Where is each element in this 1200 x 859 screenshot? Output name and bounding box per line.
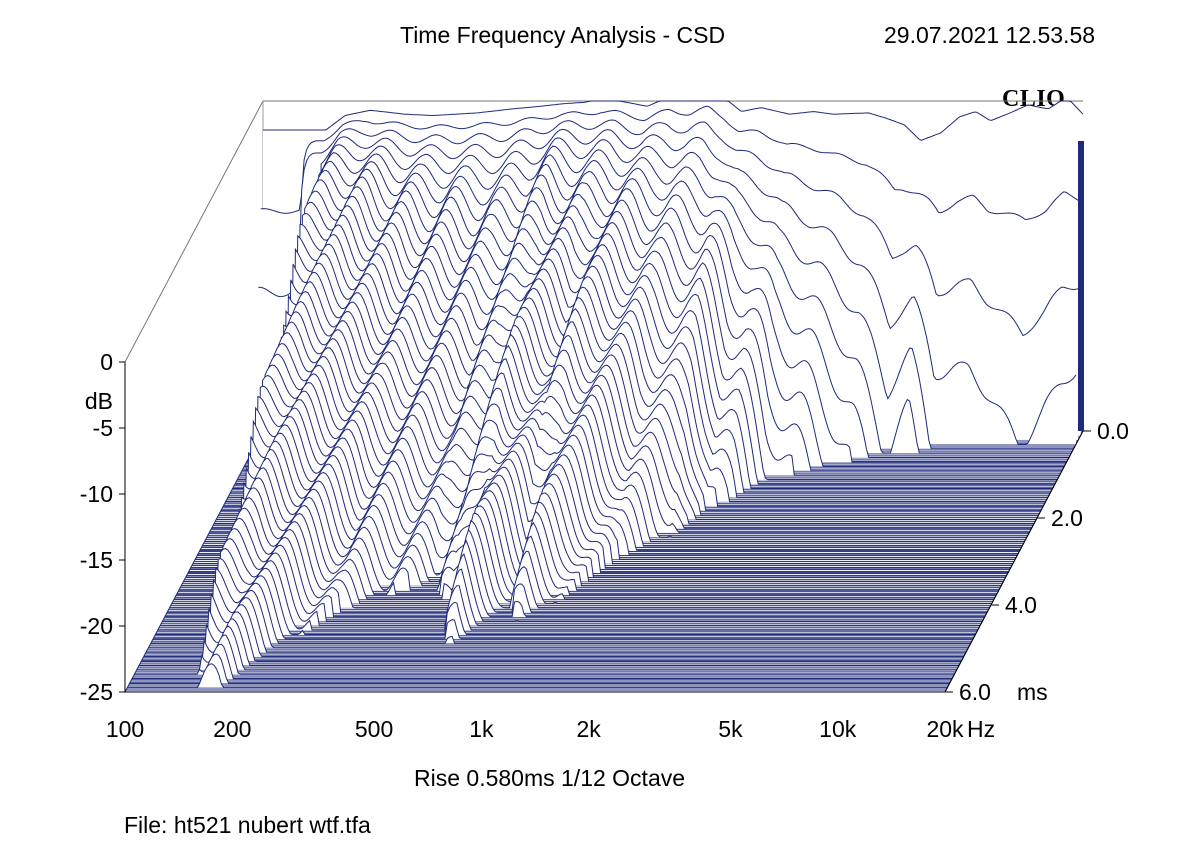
decay-slice-trace (218, 281, 1039, 516)
decay-slice-trace (162, 517, 983, 622)
decay-slice-trace (174, 467, 995, 600)
decay-slice-trace (244, 174, 1065, 467)
decay-slice-trace (185, 424, 1006, 578)
decay-slice-trace (192, 395, 1013, 565)
y-axis-unit: dB (85, 388, 113, 414)
decay-slice-trace (167, 497, 988, 613)
decay-slice-trace (132, 643, 952, 680)
decay-slice-mask (190, 408, 1011, 569)
decay-slice-trace (176, 457, 997, 596)
z-tick-label: 2.0 (1051, 505, 1083, 531)
x-tick-label: 5k (718, 716, 743, 742)
decay-slice-trace (143, 604, 964, 658)
y-tick-label: -25 (80, 679, 113, 705)
decay-slice-trace (164, 507, 985, 618)
decay-slice-trace (139, 618, 959, 666)
x-tick-label: 20k (926, 716, 964, 742)
y-tick-label: -20 (80, 613, 113, 639)
decay-slice-trace (171, 477, 992, 604)
decay-slice-trace (253, 137, 1074, 450)
decay-slice-mask (127, 663, 948, 688)
z-tick-label: 0.0 (1097, 418, 1129, 444)
decay-slice-trace (263, 100, 1084, 141)
z-tick-label: 6.0 (959, 679, 991, 705)
decay-slice-trace (260, 105, 1081, 221)
decay-slice-trace (258, 119, 1079, 337)
decay-slice-trace (206, 332, 1027, 538)
decay-slice-trace (136, 625, 957, 671)
x-axis-unit: Hz (967, 716, 995, 742)
y-tick-label: -10 (80, 481, 113, 507)
decay-slice-trace (202, 353, 1023, 547)
decay-slice-trace (246, 163, 1067, 463)
decay-slice-trace (223, 262, 1044, 507)
decay-slice-trace (127, 663, 948, 689)
decay-slice-trace (129, 653, 950, 684)
y-tick-label: -15 (80, 547, 113, 573)
decay-slice-trace (178, 448, 999, 591)
decay-slice-trace (209, 321, 1030, 534)
decay-slice-mask (188, 416, 1009, 573)
decay-slice-trace (190, 406, 1011, 569)
z-tick-label: 4.0 (1005, 592, 1037, 618)
decay-slice-trace (188, 415, 1009, 574)
decay-slice-trace (160, 527, 981, 627)
plot-axes: 0 -5 -10 -15 -20 -25 dB 100 200 500 1k 2k 5k 10k 20k Hz… (80, 349, 1129, 742)
decay-slice-trace (155, 548, 976, 635)
decay-slice-trace (220, 271, 1041, 512)
decay-slice-trace (239, 195, 1060, 476)
decay-slice-trace (148, 578, 969, 649)
decay-slice-trace (204, 342, 1025, 543)
z-axis-line (944, 430, 1084, 693)
decay-slice-trace (183, 432, 1004, 582)
decay-slice-trace (211, 311, 1032, 529)
z-axis-unit: ms (1017, 679, 1048, 705)
decay-slice-trace (157, 538, 978, 631)
right-edge-bar (1078, 141, 1084, 431)
decay-slice-trace (150, 567, 971, 644)
decay-slice-trace (134, 634, 955, 675)
decay-slices (125, 100, 1084, 693)
decay-slice-trace (141, 611, 962, 662)
file-name: File: ht521 nubert wtf.tfa (124, 812, 371, 838)
x-tick-label: 2k (576, 716, 601, 742)
decay-slice-trace (153, 558, 974, 640)
decay-slice-trace (199, 364, 1020, 551)
decay-slice-trace (249, 154, 1069, 458)
decay-slice-trace (227, 243, 1048, 498)
x-tick-label: 10k (819, 716, 857, 742)
x-tick-label: 100 (106, 716, 144, 742)
decay-slice-trace (237, 205, 1058, 481)
decay-slice-trace (146, 593, 967, 653)
decay-slice-trace (197, 374, 1018, 556)
measurement-timestamp: 29.07.2021 12.53.58 (884, 22, 1096, 48)
decay-slice-trace (241, 186, 1062, 472)
decay-slice-trace (216, 290, 1037, 520)
analysis-settings: Rise 0.580ms 1/12 Octave (414, 765, 686, 791)
chart-title: Time Frequency Analysis - CSD (400, 22, 726, 48)
decay-slice-trace (169, 487, 990, 609)
decay-slice-trace (225, 253, 1046, 503)
y-tick-label: -5 (93, 415, 113, 441)
decay-slice-trace (251, 145, 1072, 454)
decay-slice-trace (213, 301, 1034, 525)
decay-slice-trace (181, 440, 1002, 587)
decay-slice-trace (256, 128, 1077, 445)
y-tick-label: 0 (100, 349, 113, 375)
x-tick-label: 500 (355, 716, 393, 742)
decay-slice-trace (195, 385, 1016, 560)
x-tick-label: 1k (469, 716, 494, 742)
x-tick-label: 200 (213, 716, 251, 742)
